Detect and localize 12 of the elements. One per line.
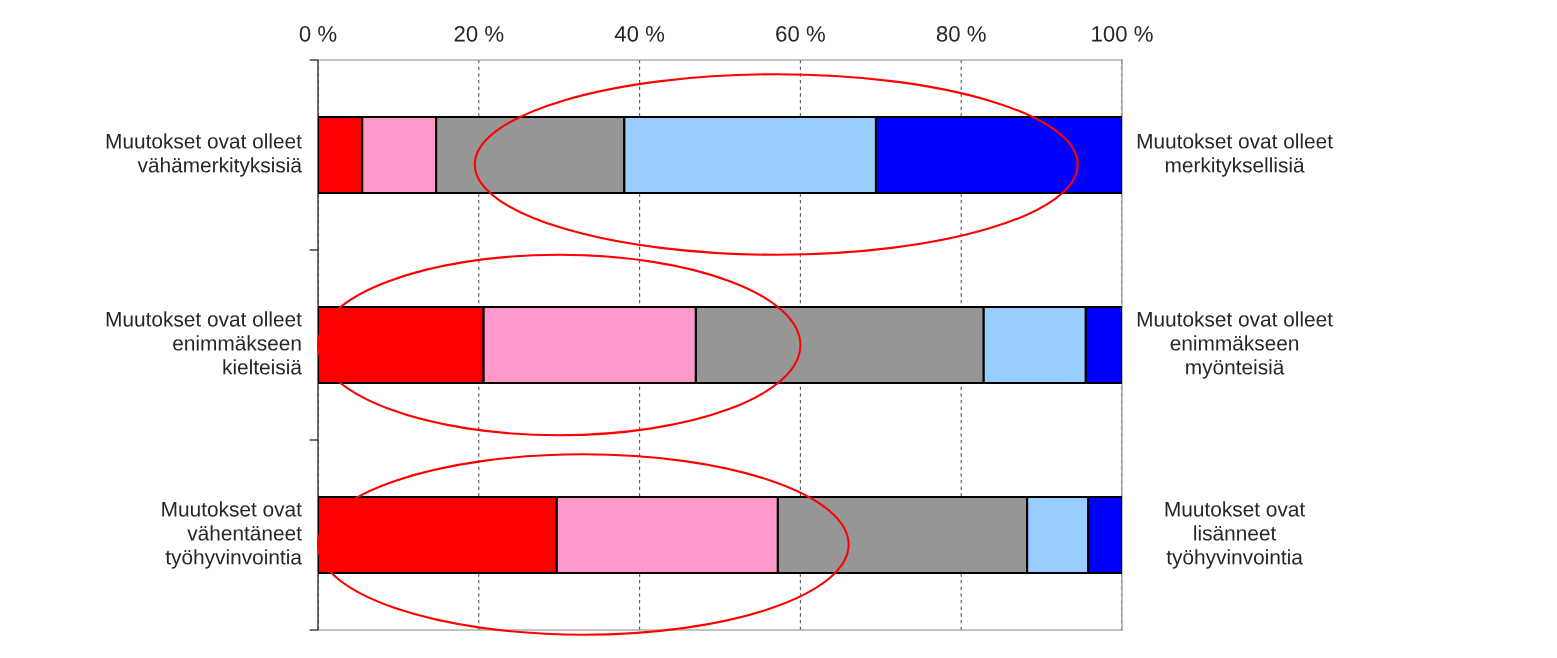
y2-tick-label: Muutokset ovat lisänneet työhyvinvointia	[1165, 501, 1306, 569]
y2-tick-label: Muutokset ovat olleet merkityksellisiä	[1137, 133, 1333, 177]
x-tick-label: 0 %	[299, 25, 337, 42]
y-tick-label: Muutokset ovat olleet enimmäkseen kielteisiä	[106, 311, 302, 375]
y-tick-label: Muutokset ovat olleet vähämerkityksisiä	[106, 133, 302, 177]
y2-tick-label: Muutokset ovat olleet enimmäkseen myönteisiä	[1137, 311, 1333, 379]
y-tick-label: Muutokset ovat vähentäneet työhyvinvointia	[162, 501, 302, 569]
x-tick-label: 20 %	[454, 25, 504, 42]
x-tick-label: 60 %	[776, 25, 825, 42]
x-tick-label: 100 %	[1092, 25, 1153, 42]
x-tick-label: 80 %	[936, 25, 986, 42]
x-tick-label: 40 %	[614, 25, 665, 42]
